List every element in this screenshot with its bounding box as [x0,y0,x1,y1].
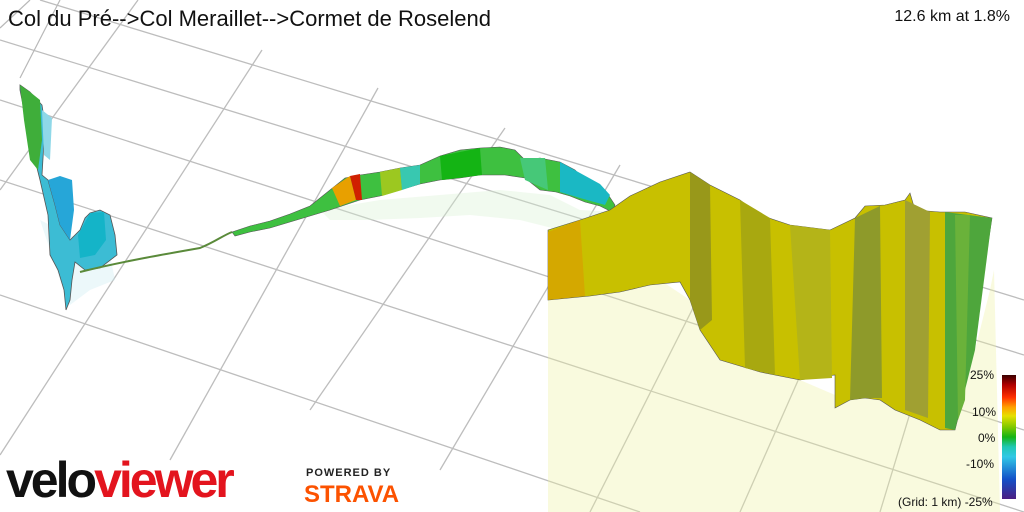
veloviewer-logo[interactable]: veloviewer [6,452,235,508]
strava-logo[interactable]: STRAVA [304,481,400,508]
profile-segment-main [547,171,993,431]
grid-note: (Grid: 1 km) -25% [898,495,993,509]
profile-connector [79,231,233,273]
logo-viewer: viewer [94,452,235,508]
legend-tick-0: 0% [978,431,996,445]
powered-by-label: POWERED BY [306,467,392,479]
gradient-color-legend [1002,375,1016,499]
logo-velo: velo [6,452,97,508]
profile-segment-middle [231,146,616,237]
segment-summary: 12.6 km at 1.8% [894,8,1010,25]
profile-segment-start [0,0,118,311]
legend-tick-minus25: -25% [964,495,993,509]
segment-title: Col du Pré-->Col Meraillet-->Cormet de R… [8,6,491,31]
legend-tick-10: 10% [972,405,997,419]
legend-tick-25: 25% [970,368,995,382]
grid-note-text: (Grid: 1 km) [898,495,962,509]
legend-tick-minus10: -10% [966,457,995,471]
